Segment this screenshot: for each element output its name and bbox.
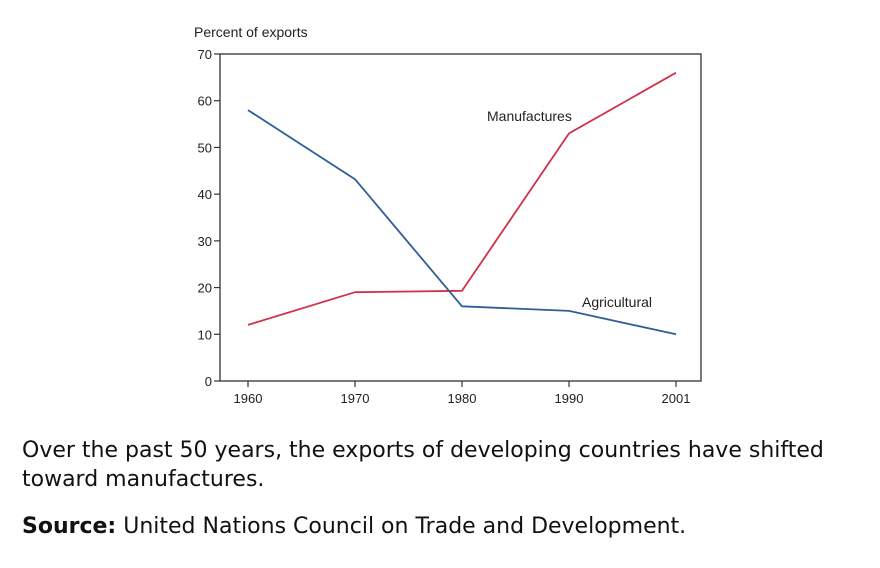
series-label-manufactures: Manufactures <box>487 108 572 124</box>
line-chart: Percent of exports 0 10 20 30 40 50 60 70 1960 19… <box>194 24 702 406</box>
y-tick-label: 20 <box>198 281 212 296</box>
series-labels: Manufactures Agricultural <box>487 108 652 310</box>
series-line-manufactures <box>247 71 677 326</box>
source-label: Source: <box>22 514 117 539</box>
plot-frame <box>219 53 702 382</box>
y-tick-label: 40 <box>198 187 212 202</box>
chart-caption: Over the past 50 years, the exports of d… <box>22 438 824 492</box>
series-line-agricultural <box>247 109 677 336</box>
y-tick-label: 50 <box>198 140 212 155</box>
x-tick-label: 1980 <box>448 391 477 406</box>
x-tick-label: 1990 <box>555 391 584 406</box>
x-tick-label: 1970 <box>341 391 370 406</box>
x-tick-label: 1960 <box>234 391 263 406</box>
source-note: Source: United Nations Council on Trade … <box>22 512 872 541</box>
series-label-agricultural: Agricultural <box>582 294 652 310</box>
source-text: United Nations Council on Trade and Deve… <box>116 514 687 539</box>
y-tick-label: 0 <box>205 374 212 389</box>
y-tick-label: 10 <box>198 327 212 342</box>
y-tick-label: 60 <box>198 94 212 109</box>
y-tick-label: 70 <box>198 47 212 62</box>
axes: 0 10 20 30 40 50 60 70 1960 1970 1980 1990 2001 <box>198 47 702 406</box>
y-tick-label: 30 <box>198 234 212 249</box>
x-tick-label: 2001 <box>662 391 691 406</box>
y-axis-title: Percent of exports <box>194 24 308 40</box>
series-lines <box>247 71 677 336</box>
